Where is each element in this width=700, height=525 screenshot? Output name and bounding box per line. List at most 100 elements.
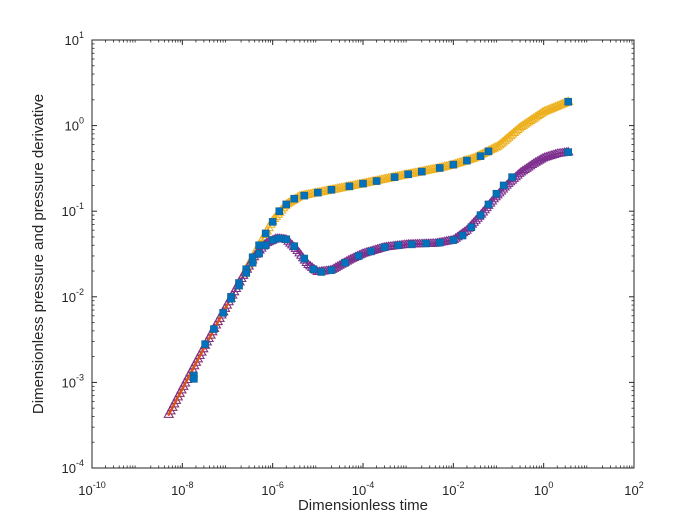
series-square-marker <box>435 238 444 247</box>
series-line <box>167 302 229 416</box>
x-tick-base: 10 <box>261 483 275 498</box>
x-tick-label: 10-10 <box>78 480 105 498</box>
y-tick-label: 100 <box>65 116 84 134</box>
y-tick-label: 101 <box>65 30 84 48</box>
y-tick-exponent: -3 <box>76 372 84 382</box>
series-triangle-marker <box>346 253 358 262</box>
x-axis-label: Dimensionless time <box>298 497 428 514</box>
y-tick-exponent: 0 <box>79 116 84 126</box>
y-tick-label: 10-1 <box>62 201 84 219</box>
x-tick-base: 10 <box>442 483 456 498</box>
series-triangle-marker <box>501 133 512 143</box>
x-tick-base: 10 <box>352 483 366 498</box>
x-tick-exponent: -10 <box>93 480 106 490</box>
y-tick-exponent: -2 <box>76 287 84 297</box>
series-square-marker <box>255 241 263 250</box>
x-tick-label: 10-2 <box>442 480 464 498</box>
series-square-marker <box>564 97 573 106</box>
series-square-marker <box>407 240 416 249</box>
y-tick-exponent: -4 <box>76 458 84 468</box>
series-square-marker <box>248 258 257 267</box>
series-square-marker <box>417 167 426 176</box>
series-triangle-marker <box>492 140 503 150</box>
series-triangle-marker <box>495 138 507 147</box>
series-square-marker <box>404 170 412 179</box>
series-square-marker <box>449 236 458 244</box>
series-square-marker <box>564 148 573 156</box>
series-square-marker <box>261 229 270 238</box>
x-tick-exponent: 2 <box>639 480 644 490</box>
series-square-marker <box>467 223 476 232</box>
series-triangle-marker <box>511 124 523 133</box>
y-tick-label: 10-4 <box>62 458 84 476</box>
series-square-marker <box>261 241 270 250</box>
series-square-marker <box>390 173 399 181</box>
series-square-marker <box>508 173 516 181</box>
series-square-marker <box>309 265 318 274</box>
y-tick-base: 10 <box>65 33 79 48</box>
series-square-marker <box>394 241 402 250</box>
series-square-marker <box>476 211 485 219</box>
series-square-marker <box>282 235 291 244</box>
series-square-marker <box>435 164 444 172</box>
series-square-marker <box>341 258 349 267</box>
series-triangle-marker <box>504 130 516 140</box>
x-tick-label: 10-4 <box>352 480 374 498</box>
series-square-marker <box>235 281 243 290</box>
series-square-marker <box>300 254 309 263</box>
x-tick-label: 102 <box>624 480 643 498</box>
x-tick-base: 10 <box>171 483 185 498</box>
x-tick-base: 10 <box>78 483 92 498</box>
series-square-marker <box>372 177 381 185</box>
series-triangle-marker <box>508 127 520 137</box>
x-tick-exponent: -8 <box>186 480 194 490</box>
x-tick-exponent: -2 <box>457 480 465 490</box>
x-tick-exponent: -6 <box>276 480 284 490</box>
series-square-marker <box>422 239 430 248</box>
y-tick-label: 10-2 <box>62 287 84 305</box>
y-tick-label: 10-3 <box>62 372 84 390</box>
x-tick-label: 10-6 <box>261 480 283 498</box>
series-square-marker <box>275 234 284 243</box>
x-tick-base: 10 <box>534 483 548 498</box>
series-square-marker <box>190 375 198 383</box>
series-square-marker <box>219 309 227 317</box>
series-square-marker <box>354 252 363 260</box>
series-square-marker <box>210 325 218 333</box>
series-triangle-marker <box>493 139 505 149</box>
series-square-marker <box>282 200 291 209</box>
series-square-marker <box>300 191 309 200</box>
series-2 <box>167 302 229 416</box>
y-tick-exponent: -1 <box>76 201 84 211</box>
series-square-marker <box>290 194 299 203</box>
series-triangle-marker <box>497 136 509 146</box>
series-square-marker <box>499 181 508 190</box>
series-square-marker <box>255 249 263 258</box>
series-triangle-marker <box>506 128 518 138</box>
series-square-marker <box>484 200 493 209</box>
series-square-marker <box>327 185 336 194</box>
series-square-marker <box>359 179 367 188</box>
series-square-marker <box>268 236 277 244</box>
series-square-marker <box>463 156 471 165</box>
series-square-marker <box>484 147 493 156</box>
series-triangle-marker <box>303 259 314 269</box>
series-triangle-marker <box>533 154 545 164</box>
series-square-marker <box>201 340 209 348</box>
y-tick-base: 10 <box>65 119 79 134</box>
series-square-marker <box>275 207 284 215</box>
x-tick-exponent: -4 <box>366 480 374 490</box>
y-axis-label: Dimensionless pressure and pressure deri… <box>30 94 47 414</box>
series-triangle-marker <box>499 135 511 144</box>
series-square-marker <box>492 189 501 198</box>
series-square-marker <box>458 231 467 240</box>
series-square-marker <box>227 294 235 303</box>
series-square-marker <box>290 242 299 250</box>
y-tick-base: 10 <box>62 461 76 476</box>
x-tick-labels: 10-10 10-8 10-6 10-4 10-2 100 102 <box>78 480 643 498</box>
series-4 <box>190 148 573 383</box>
y-tick-base: 10 <box>62 290 76 305</box>
series-square-marker <box>367 247 375 256</box>
